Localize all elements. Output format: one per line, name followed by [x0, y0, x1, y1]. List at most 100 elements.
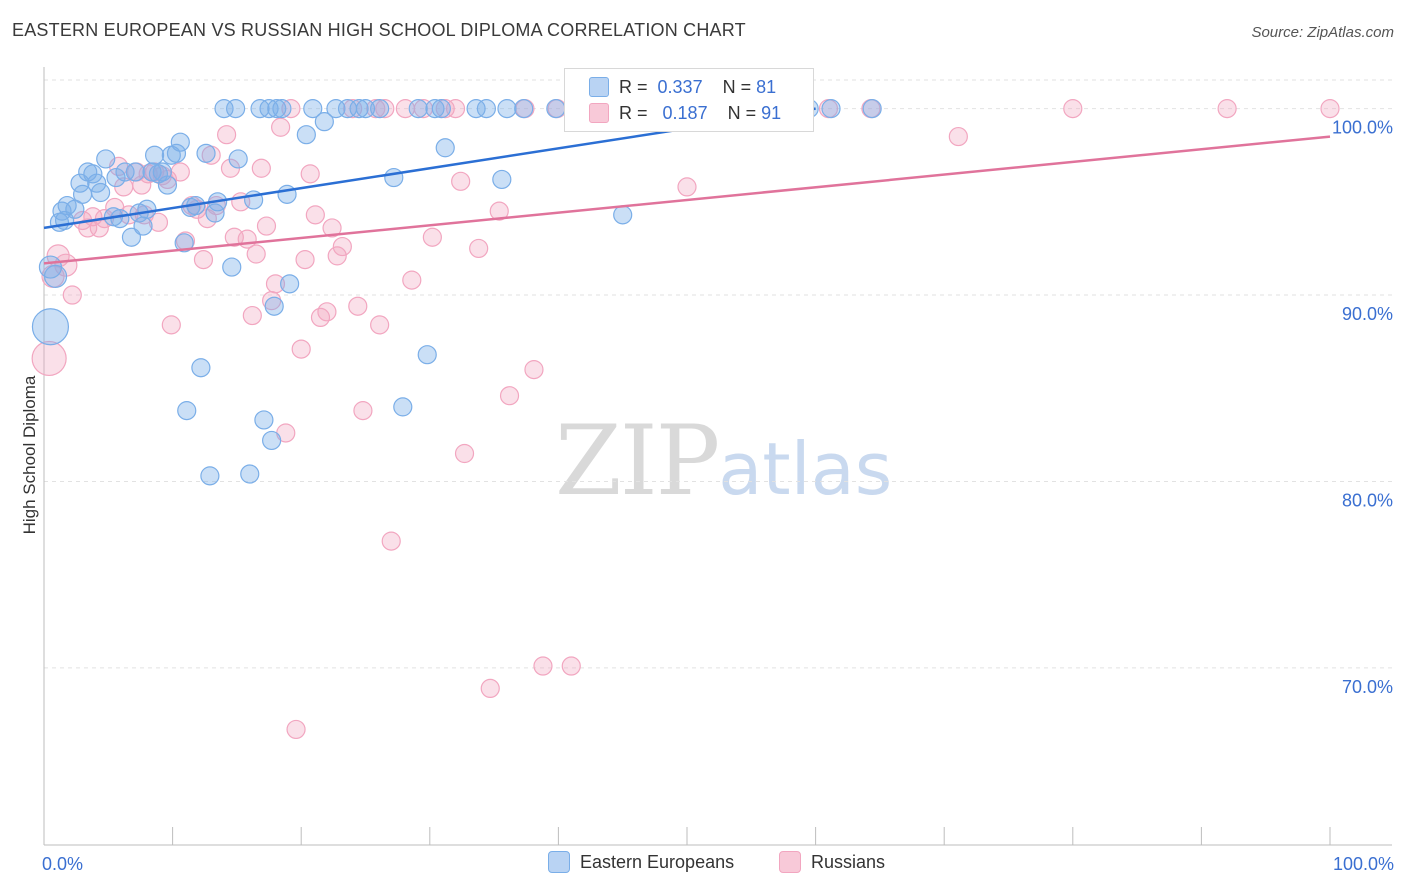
- eastern-point: [222, 257, 242, 277]
- russian-point: [62, 285, 82, 305]
- russian-legend-swatch-icon: [779, 851, 801, 873]
- correlation-legend: R = 0.337 N = 81 R = 0.187 N = 91: [564, 68, 814, 132]
- eastern-point: [466, 99, 486, 119]
- eastern-point: [355, 99, 376, 119]
- eastern-point: [121, 227, 142, 247]
- r-label: R =: [619, 76, 648, 97]
- russian-point: [422, 227, 442, 247]
- source-label: Source: ZipAtlas.com: [1251, 24, 1394, 41]
- russian-point: [1063, 99, 1083, 119]
- russian-point: [78, 218, 98, 238]
- eastern-point: [83, 164, 103, 184]
- russian-point: [524, 360, 544, 380]
- eastern-point: [280, 274, 300, 294]
- r-label: R =: [619, 102, 648, 123]
- russian-point: [217, 125, 237, 145]
- r-value-russian: 0.187: [662, 102, 708, 123]
- eastern-point: [497, 99, 517, 119]
- eastern-point: [142, 162, 162, 182]
- eastern-point: [425, 99, 445, 119]
- russian-point: [271, 117, 291, 137]
- russian-point: [161, 315, 181, 335]
- eastern-point: [115, 162, 135, 182]
- y-tick-label: 100.0%: [1332, 118, 1393, 138]
- x-tick-label: 0.0%: [42, 854, 83, 874]
- eastern-point: [174, 233, 194, 253]
- russian-point: [242, 305, 262, 326]
- eastern-point: [191, 358, 211, 378]
- russian-point: [251, 158, 271, 178]
- eastern-point: [157, 175, 178, 195]
- n-label: N =: [727, 102, 757, 123]
- russian-point: [305, 205, 325, 225]
- russian-swatch-icon: [589, 103, 609, 123]
- eastern-point: [296, 125, 316, 145]
- chart-title: EASTERN EUROPEAN VS RUSSIAN HIGH SCHOOL …: [12, 20, 746, 40]
- russian-point: [948, 126, 968, 147]
- russian-point: [454, 443, 475, 464]
- russian-point: [348, 296, 368, 316]
- eastern-point: [166, 143, 187, 163]
- legend-item-eastern[interactable]: Eastern Europeans: [548, 851, 734, 873]
- y-tick-label: 90.0%: [1342, 304, 1393, 324]
- russian-point: [300, 164, 320, 184]
- eastern-point: [125, 162, 145, 182]
- eastern-point: [226, 99, 246, 119]
- russian-point: [561, 656, 581, 676]
- eastern-point: [90, 182, 111, 203]
- eastern-point: [43, 264, 68, 288]
- eastern-point: [277, 184, 297, 204]
- eastern-europeans-points: [31, 99, 882, 486]
- eastern-point: [393, 397, 413, 417]
- eastern-point: [303, 99, 323, 119]
- eastern-point: [170, 132, 190, 152]
- eastern-point: [314, 112, 334, 132]
- russians-points: [31, 99, 1340, 740]
- russian-point: [469, 238, 489, 259]
- n-value-eastern: 81: [756, 76, 777, 97]
- eastern-legend-swatch-icon: [548, 851, 570, 873]
- russian-point: [148, 212, 169, 232]
- russian-point: [193, 250, 214, 270]
- eastern-point: [196, 143, 216, 163]
- x-tick-label: 100.0%: [1333, 854, 1394, 874]
- eastern-point: [862, 99, 882, 119]
- russian-point: [1320, 99, 1340, 119]
- eastern-point: [821, 99, 841, 119]
- legend-item-russian[interactable]: Russians: [779, 851, 885, 873]
- russian-point: [480, 678, 500, 699]
- eastern-point: [264, 296, 284, 316]
- stat-row-russian: R = 0.187 N = 91: [589, 100, 781, 126]
- n-value-russian: 91: [761, 102, 782, 123]
- russian-point: [451, 171, 471, 191]
- eastern-point: [96, 149, 116, 169]
- russian-point: [332, 236, 352, 257]
- eastern-point: [435, 138, 455, 158]
- watermark-atlas: atlas: [718, 427, 893, 511]
- russian-point: [246, 244, 266, 264]
- russian-point: [317, 302, 337, 322]
- legend-label-eastern: Eastern Europeans: [580, 851, 735, 872]
- russian-point: [291, 339, 311, 359]
- eastern-point: [137, 199, 157, 219]
- eastern-point: [228, 149, 248, 169]
- eastern-point: [205, 203, 225, 223]
- eastern-point: [200, 466, 220, 486]
- russian-point: [677, 177, 697, 197]
- eastern-point: [546, 99, 566, 119]
- eastern-point: [431, 99, 451, 119]
- tick-labels: 70.0% 80.0% 90.0% 100.0% 0.0% 100.0%: [42, 118, 1394, 874]
- stat-row-eastern: R = 0.337 N = 81: [589, 74, 776, 100]
- russian-point: [353, 401, 373, 421]
- eastern-point: [370, 99, 390, 119]
- y-tick-label: 80.0%: [1342, 490, 1393, 510]
- eastern-point: [133, 216, 153, 236]
- axes: [43, 67, 1392, 846]
- russian-point: [322, 218, 342, 238]
- r-value-eastern: 0.337: [657, 76, 703, 97]
- eastern-point: [65, 199, 85, 219]
- eastern-point: [254, 410, 274, 430]
- russian-point: [375, 99, 395, 119]
- russian-trend-line: [43, 135, 1331, 265]
